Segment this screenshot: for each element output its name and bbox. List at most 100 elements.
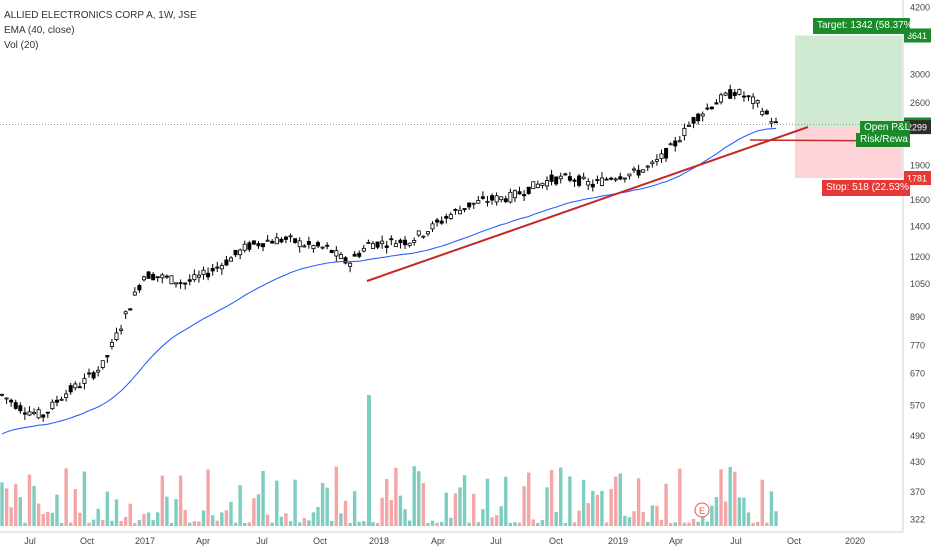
x-tick-label: Oct [549, 536, 564, 546]
candle-up [160, 274, 165, 279]
volume-bar [394, 467, 398, 526]
x-tick-label: 2019 [608, 536, 628, 546]
volume-bar [499, 506, 503, 526]
candle-down [325, 244, 330, 247]
candle-down [746, 95, 751, 98]
candle-down [439, 220, 444, 224]
candle-up [82, 378, 87, 384]
volume-bar [169, 522, 174, 526]
candle-up [457, 209, 462, 215]
candle-down [444, 216, 449, 219]
volume-bar [252, 498, 256, 526]
volume-bar [398, 495, 403, 526]
candle-up [36, 409, 41, 419]
earnings-marker [694, 502, 710, 518]
ema-line [1, 127, 777, 435]
volume-bar [59, 522, 64, 526]
y-tick-label: 1400 [910, 222, 930, 232]
volume-bar [563, 522, 568, 526]
candle-down [155, 276, 160, 279]
volume-bar [110, 520, 114, 526]
volume-bar [123, 517, 128, 526]
volume-bar [133, 522, 137, 526]
volume-bar [508, 522, 513, 526]
volume-bar [746, 512, 751, 526]
price-tag-label: 2299 [907, 123, 927, 133]
volume-bar [307, 520, 311, 526]
candle-up [64, 393, 69, 398]
candle-up [558, 175, 563, 180]
volume-bar [362, 520, 366, 526]
y-tick-label: 770 [910, 341, 925, 351]
volume-bar [55, 494, 59, 526]
y-tick-label: 490 [910, 431, 925, 441]
x-tick-label: Oct [80, 536, 95, 546]
y-tick-label: 890 [910, 312, 925, 322]
candle-down [247, 242, 252, 250]
volume-bar [522, 486, 526, 526]
candle-down [549, 174, 554, 182]
candle-down [595, 179, 600, 181]
volume-bar [114, 499, 119, 526]
volume-bar [215, 520, 219, 526]
candle-down [453, 209, 458, 211]
volume-bar [229, 501, 233, 526]
volume-bar [243, 522, 247, 526]
candle-up [430, 223, 435, 230]
candle-down [609, 177, 614, 180]
candle-down [517, 191, 522, 195]
candle-down [691, 117, 696, 124]
candle-down [774, 121, 779, 124]
candle-up [393, 243, 398, 248]
volume-bar [339, 513, 343, 526]
y-tick-label: 430 [910, 457, 925, 467]
candle-up [50, 401, 55, 410]
candle-up [119, 328, 124, 331]
y-tick-label: 670 [910, 368, 925, 378]
volume-bar [678, 468, 682, 526]
candle-down [256, 243, 261, 247]
candle-down [293, 238, 298, 243]
candle-up [32, 411, 37, 415]
price-tag-label: 3641 [907, 31, 927, 41]
volume-bar [513, 522, 517, 526]
volume-bar [352, 491, 357, 526]
ema-legend: EMA (40, close) [4, 25, 75, 36]
volume-bar [723, 501, 728, 526]
candle-up [334, 250, 339, 257]
earnings-marker-label: E [699, 506, 705, 516]
candle-up [27, 411, 32, 416]
candle-up [760, 110, 765, 115]
x-tick-label: Jul [490, 536, 502, 546]
candle-up [288, 235, 293, 238]
volume-bar [0, 482, 4, 526]
candle-up [141, 276, 146, 281]
volume-bar [682, 522, 687, 526]
volume-bar [444, 492, 448, 526]
candle-down [233, 249, 238, 256]
candle-down [696, 113, 701, 122]
volume-bar [430, 520, 435, 526]
candle-up [380, 240, 385, 244]
volume-bar [403, 509, 407, 526]
x-tick-label: Oct [787, 536, 802, 546]
candle-up [370, 243, 375, 249]
candle-down [343, 257, 348, 264]
volume-legend: Vol (20) [4, 40, 39, 51]
volume-bar [554, 512, 558, 526]
volume-bar [526, 472, 531, 526]
candle-up [238, 249, 243, 256]
volume-bar [288, 521, 293, 526]
volume-bar [137, 520, 142, 526]
candle-down [283, 236, 288, 240]
candle-down [732, 92, 737, 96]
candle-down [45, 411, 50, 414]
volume-bar [494, 515, 499, 526]
candle-down [316, 242, 321, 247]
volume-bar [151, 520, 155, 526]
volume-bar [156, 512, 160, 526]
candle-up [196, 274, 201, 278]
volume-bar [673, 522, 677, 526]
volume-bar [302, 517, 306, 526]
